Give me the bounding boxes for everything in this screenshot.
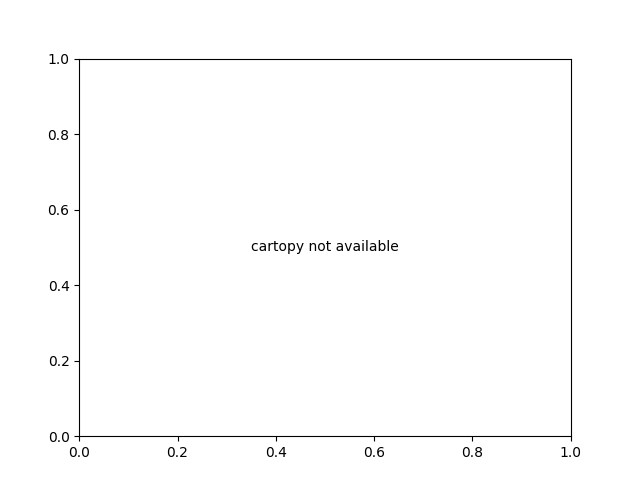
Text: cartopy not available: cartopy not available bbox=[251, 241, 399, 254]
